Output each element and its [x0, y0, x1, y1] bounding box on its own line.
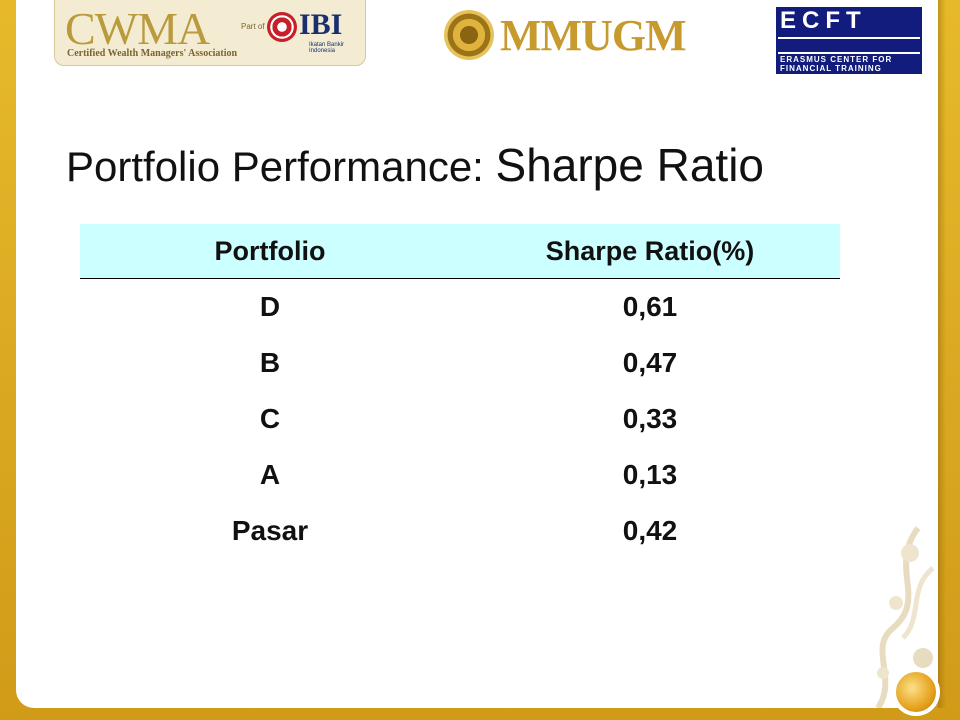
- portfolio-cell: D: [259, 291, 281, 322]
- sharpe-value-cell: 0,33: [622, 403, 678, 434]
- sharpe-ratio-table: Portfolio Sharpe Ratio(%) D 0,61 B 0,47 …: [80, 224, 840, 559]
- ecft-wordmark: ECFT: [780, 7, 867, 34]
- gold-ornament-icon: [892, 668, 940, 716]
- slide-canvas: [16, 0, 938, 708]
- table-row: A 0,13: [80, 447, 840, 503]
- sharpe-value-cell: 0,61: [622, 291, 678, 322]
- ecft-logo: ECFT ERASMUS CENTER FOR FINANCIAL TRAINI…: [776, 7, 922, 74]
- header-portfolio: Portfolio: [80, 224, 460, 279]
- slide-title-part1: Portfolio Performance:: [66, 143, 496, 190]
- ibi-subtitle: Ikatan Bankir Indonesia: [309, 42, 345, 54]
- logo-strip: CWMA Certified Wealth Managers' Associat…: [16, 0, 938, 78]
- ibi-wordmark: IBI: [299, 8, 343, 41]
- ecft-subtitle-line2: FINANCIAL TRAINING: [780, 64, 882, 73]
- ecft-divider: [778, 52, 920, 54]
- part-of-label: Part of: [241, 22, 265, 31]
- ecft-divider: [778, 37, 920, 39]
- ecft-subtitle-line1: ERASMUS CENTER FOR: [780, 55, 893, 64]
- cwma-wordmark: CWMA: [65, 3, 210, 54]
- slide-title-part2: Sharpe Ratio: [495, 139, 765, 191]
- sharpe-value-cell: 0,42: [622, 515, 678, 546]
- table-row: D 0,61: [80, 279, 840, 336]
- table-header-row: Portfolio Sharpe Ratio(%): [80, 224, 840, 279]
- portfolio-cell: C: [259, 403, 281, 434]
- header-sharpe-ratio: Sharpe Ratio(%): [460, 224, 840, 279]
- sharpe-value-cell: 0,47: [622, 347, 678, 378]
- cwma-logo: CWMA Certified Wealth Managers' Associat…: [54, 0, 366, 66]
- ugm-seal-icon: [444, 10, 494, 60]
- slide-title: Portfolio Performance: Sharpe Ratio: [66, 138, 764, 192]
- mmugm-wordmark: MMUGM: [500, 11, 687, 60]
- portfolio-cell: B: [259, 347, 281, 378]
- slide-shadow: [938, 0, 946, 708]
- sharpe-value-cell: 0,13: [622, 459, 678, 490]
- table-row: Pasar 0,42: [80, 503, 840, 559]
- table-row: C 0,33: [80, 391, 840, 447]
- ibi-emblem-icon: [267, 12, 297, 42]
- floral-flourish-decoration: [875, 526, 935, 708]
- table-row: B 0,47: [80, 335, 840, 391]
- portfolio-cell: A: [259, 459, 281, 490]
- cwma-subtitle: Certified Wealth Managers' Association: [67, 48, 238, 59]
- portfolio-cell: Pasar: [231, 515, 309, 546]
